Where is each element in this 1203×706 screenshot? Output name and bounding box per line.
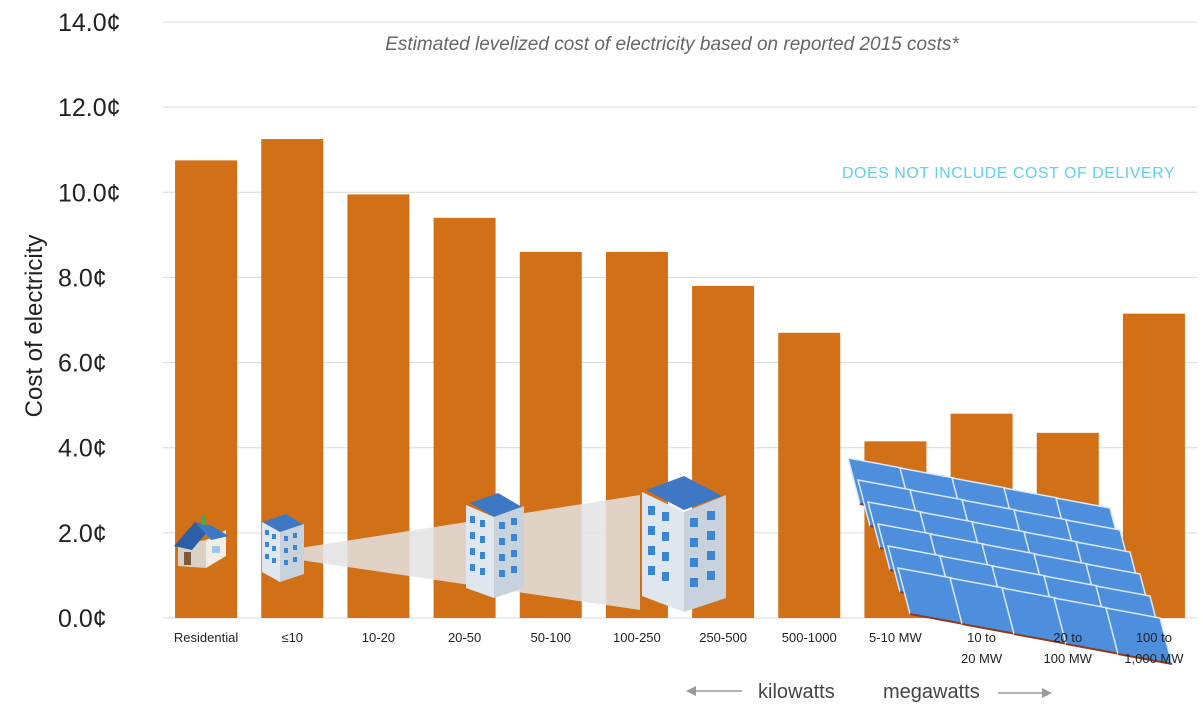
y-tick-label: 8.0¢ <box>58 264 107 292</box>
house-icon <box>174 516 229 568</box>
y-tick-label: 14.0¢ <box>58 9 121 37</box>
x-tick-label: 5-10 MW <box>869 630 922 645</box>
y-axis-ticks: 0.0¢ 2.0¢ 4.0¢ 6.0¢ 8.0¢ 10.0¢ 12.0¢ 14.0¢ <box>58 9 121 633</box>
gridlines <box>163 21 1197 619</box>
medium-building-icon <box>466 493 524 598</box>
kilowatts-label: kilowatts <box>758 681 835 703</box>
x-tick-label: Residential <box>174 630 238 645</box>
y-tick-label: 2.0¢ <box>58 520 107 548</box>
chart-subtitle: Estimated levelized cost of electricity … <box>385 34 959 55</box>
solar-farm-icon <box>846 457 1174 665</box>
x-tick-label: 1,000 MW <box>1124 651 1184 666</box>
large-building-icon <box>642 476 726 612</box>
x-tick-label: 20 to <box>1053 630 1082 645</box>
megawatts-label: megawatts <box>883 681 980 703</box>
delivery-note: DOES NOT INCLUDE COST OF DELIVERY <box>842 165 1175 182</box>
y-tick-label: 0.0¢ <box>58 605 107 633</box>
y-tick-label: 6.0¢ <box>58 350 107 378</box>
x-axis-categories: Residential ≤10 10-20 20-50 50-100 100-250 250… <box>174 630 1184 666</box>
y-tick-label: 4.0¢ <box>58 435 107 463</box>
x-tick-label: 100 MW <box>1044 651 1093 666</box>
x-tick-label: 10-20 <box>362 630 395 645</box>
right-arrow-icon <box>1042 688 1052 698</box>
left-arrow-icon <box>686 686 696 696</box>
y-tick-label: 12.0¢ <box>58 94 121 122</box>
x-tick-label: 100 to <box>1136 630 1172 645</box>
y-tick-label: 10.0¢ <box>58 179 121 207</box>
y-axis-label: Cost of electricity <box>21 235 48 418</box>
illustrations <box>174 457 1174 665</box>
x-tick-label: 20 MW <box>961 651 1003 666</box>
x-tick-label: ≤10 <box>281 630 303 645</box>
small-building-icon <box>262 514 304 582</box>
unit-scale: kilowatts megawatts <box>686 681 1052 703</box>
x-tick-label: 50-100 <box>531 630 571 645</box>
x-tick-label: 20-50 <box>448 630 481 645</box>
x-tick-label: 10 to <box>967 630 996 645</box>
x-tick-label: 500-1000 <box>782 630 837 645</box>
bar <box>778 332 841 618</box>
x-tick-label: 100-250 <box>613 630 661 645</box>
x-tick-label: 250-500 <box>699 630 747 645</box>
